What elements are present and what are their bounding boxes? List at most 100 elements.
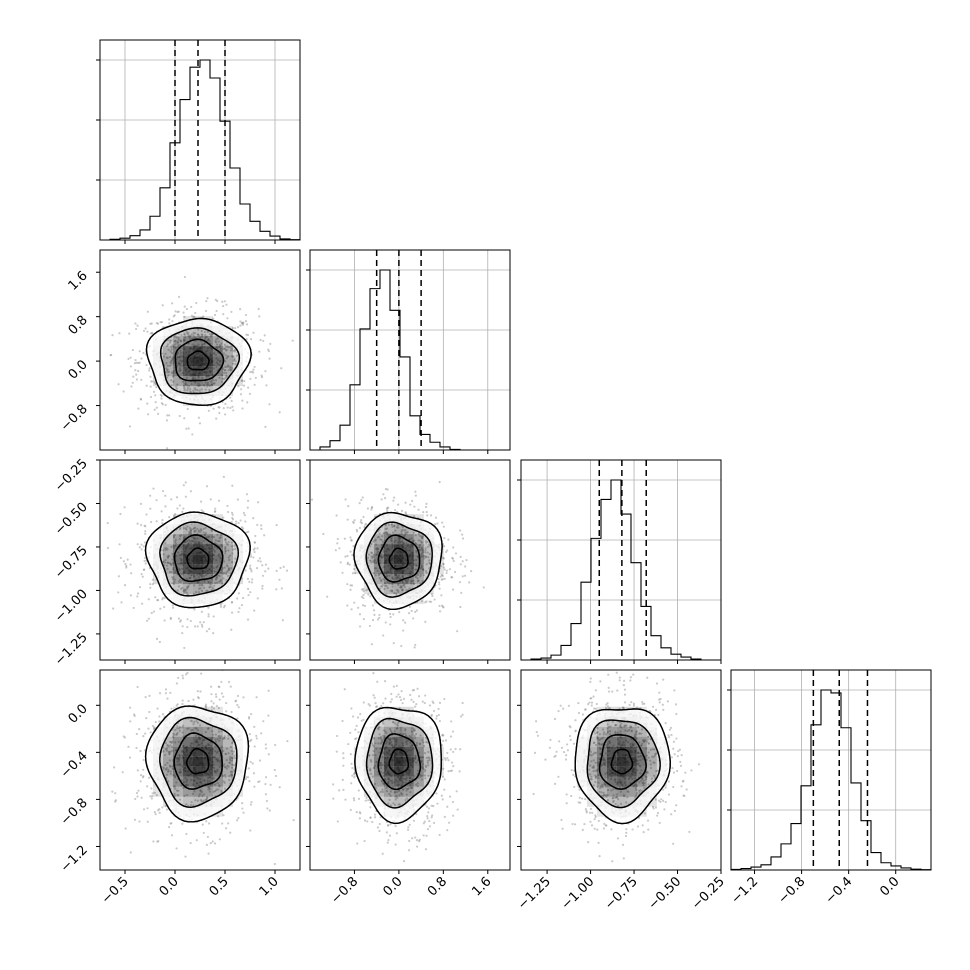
scatter-point bbox=[393, 496, 396, 499]
scatter-point bbox=[138, 820, 141, 823]
scatter-point bbox=[217, 340, 220, 343]
scatter-point bbox=[372, 561, 376, 564]
scatter-point bbox=[207, 581, 210, 584]
scatter-point bbox=[438, 583, 441, 586]
scatter-point bbox=[231, 741, 234, 744]
scatter-point bbox=[414, 643, 417, 647]
scatter-point bbox=[214, 341, 218, 344]
scatter-point bbox=[209, 335, 213, 338]
scatter-point bbox=[192, 389, 195, 392]
scatter-point bbox=[152, 840, 155, 843]
scatter-point bbox=[292, 819, 295, 822]
scatter-point bbox=[415, 551, 418, 554]
scatter-point bbox=[380, 780, 384, 783]
scatter-point bbox=[422, 822, 425, 825]
scatter-point bbox=[144, 732, 147, 735]
scatter-point bbox=[279, 566, 282, 570]
scatter-point bbox=[201, 344, 204, 347]
scatter-point bbox=[250, 370, 254, 373]
scatter-point bbox=[208, 586, 211, 589]
density-cell bbox=[173, 746, 183, 757]
scatter-point bbox=[230, 773, 233, 776]
density-area-1-0 bbox=[109, 275, 294, 450]
scatter-point bbox=[168, 318, 171, 321]
scatter-point bbox=[231, 756, 234, 759]
scatter-point bbox=[418, 543, 422, 546]
scatter-point bbox=[211, 840, 214, 843]
density-cell bbox=[403, 584, 414, 595]
scatter-point bbox=[415, 542, 418, 546]
scatter-point bbox=[385, 731, 388, 735]
scatter-point bbox=[122, 735, 125, 738]
scatter-point bbox=[452, 814, 455, 817]
scatter-point bbox=[414, 494, 417, 497]
density-cell bbox=[203, 544, 213, 555]
scatter-point bbox=[149, 395, 153, 399]
scatter-point bbox=[204, 388, 207, 391]
scatter-point bbox=[205, 798, 208, 801]
scatter-point bbox=[355, 737, 358, 740]
scatter-point bbox=[411, 499, 414, 503]
scatter-point bbox=[160, 397, 163, 400]
scatter-point bbox=[187, 342, 190, 345]
panel-frame bbox=[99, 249, 301, 451]
scatter-point bbox=[375, 705, 378, 709]
scatter-point bbox=[395, 695, 398, 698]
panel-frame bbox=[309, 459, 511, 661]
density-cell bbox=[393, 544, 404, 555]
scatter-point bbox=[358, 811, 361, 814]
scatter-point bbox=[393, 524, 396, 527]
density-cell bbox=[163, 736, 173, 747]
scatter-point bbox=[200, 333, 203, 336]
scatter-point bbox=[225, 747, 229, 750]
scatter-point bbox=[249, 803, 253, 806]
scatter-point bbox=[376, 727, 380, 730]
scatter-point bbox=[381, 585, 384, 588]
panel-1-0: −0.80.00.81.6 bbox=[58, 249, 301, 454]
scatter-point bbox=[398, 707, 401, 710]
scatter-point bbox=[381, 741, 384, 744]
scatter-point bbox=[150, 787, 153, 790]
scatter-point bbox=[136, 685, 139, 689]
scatter-point bbox=[414, 534, 417, 537]
scatter-point bbox=[459, 555, 462, 559]
scatter-point bbox=[171, 582, 174, 585]
scatter-point bbox=[199, 789, 202, 792]
scatter-point bbox=[253, 550, 256, 554]
scatter-point bbox=[415, 703, 418, 706]
scatter-point bbox=[143, 568, 146, 571]
scatter-point bbox=[162, 553, 165, 556]
scatter-point bbox=[406, 579, 410, 582]
scatter-point bbox=[420, 566, 423, 569]
scatter-point bbox=[375, 567, 378, 570]
scatter-point bbox=[191, 792, 194, 795]
scatter-point bbox=[228, 761, 231, 764]
scatter-point bbox=[427, 750, 430, 754]
scatter-point bbox=[151, 795, 154, 798]
scatter-point bbox=[346, 561, 350, 564]
scatter-point bbox=[158, 692, 162, 695]
scatter-point bbox=[389, 623, 392, 626]
scatter-point bbox=[167, 348, 170, 351]
scatter-point bbox=[161, 304, 164, 307]
scatter-point bbox=[420, 541, 423, 544]
scatter-point bbox=[390, 539, 393, 542]
scatter-point bbox=[443, 577, 446, 580]
scatter-point bbox=[223, 347, 227, 350]
scatter-point bbox=[197, 529, 201, 532]
scatter-point bbox=[212, 615, 215, 618]
scatter-point bbox=[215, 338, 218, 341]
scatter-point bbox=[406, 531, 409, 534]
scatter-point bbox=[155, 794, 159, 797]
scatter-point bbox=[173, 794, 176, 798]
scatter-point bbox=[227, 680, 231, 684]
density-cell bbox=[393, 716, 404, 727]
scatter-point bbox=[131, 381, 134, 384]
scatter-point bbox=[256, 523, 259, 527]
scatter-point bbox=[358, 526, 362, 530]
scatter-point bbox=[210, 578, 213, 581]
scatter-point bbox=[143, 556, 147, 560]
scatter-point bbox=[138, 350, 141, 353]
scatter-point bbox=[366, 556, 370, 559]
scatter-point bbox=[170, 765, 173, 768]
